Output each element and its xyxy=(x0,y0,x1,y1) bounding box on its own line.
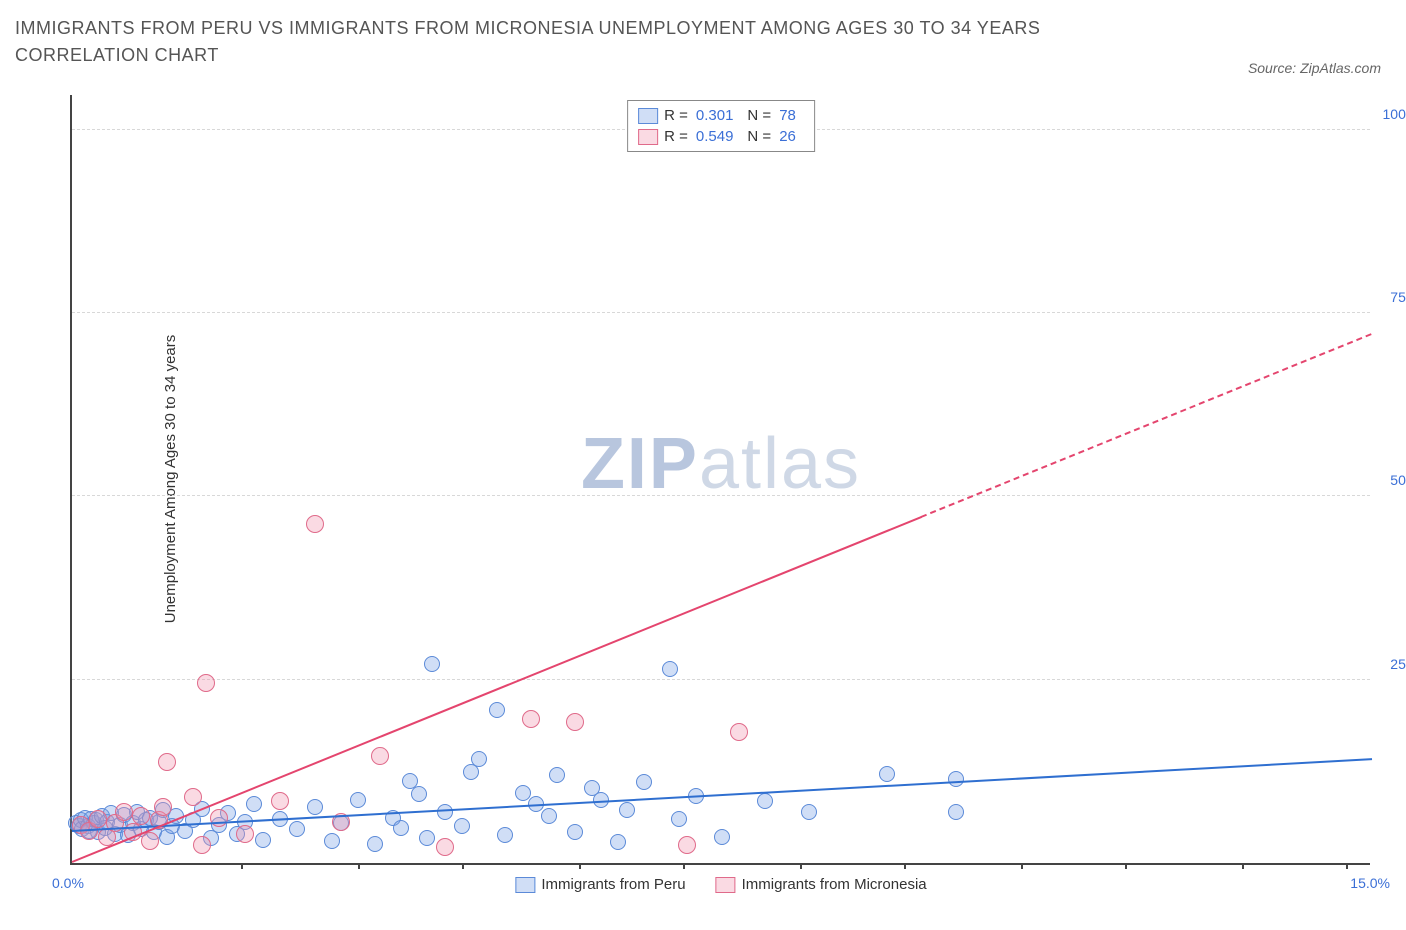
data-point xyxy=(549,767,565,783)
data-point xyxy=(115,803,133,821)
x-tick xyxy=(904,863,906,869)
x-axis-min-label: 0.0% xyxy=(52,875,84,891)
data-point xyxy=(489,702,505,718)
data-point xyxy=(678,836,696,854)
y-tick-label: 75.0% xyxy=(1375,289,1406,305)
data-point xyxy=(671,811,687,827)
data-point xyxy=(371,747,389,765)
x-tick xyxy=(579,863,581,869)
data-point xyxy=(948,804,964,820)
gridline-h xyxy=(72,495,1370,496)
data-point xyxy=(497,827,513,843)
x-tick xyxy=(683,863,685,869)
data-point xyxy=(193,836,211,854)
data-point xyxy=(948,771,964,787)
legend-swatch xyxy=(515,877,535,893)
data-point xyxy=(801,804,817,820)
series-name: Immigrants from Micronesia xyxy=(742,876,927,893)
chart-container: IMMIGRANTS FROM PERU VS IMMIGRANTS FROM … xyxy=(15,15,1391,915)
trend-line xyxy=(921,333,1372,518)
data-point xyxy=(515,785,531,801)
data-point xyxy=(236,825,254,843)
y-tick-label: 100.0% xyxy=(1375,106,1406,122)
watermark: ZIPatlas xyxy=(581,423,861,505)
trend-line xyxy=(72,516,922,863)
data-point xyxy=(324,833,340,849)
y-tick-label: 25.0% xyxy=(1375,656,1406,672)
data-point xyxy=(662,661,678,677)
data-point xyxy=(879,766,895,782)
data-point xyxy=(271,792,289,810)
y-tick-label: 50.0% xyxy=(1375,472,1406,488)
data-point xyxy=(141,832,159,850)
data-point xyxy=(367,836,383,852)
data-point xyxy=(541,808,557,824)
x-tick xyxy=(1346,863,1348,869)
data-point xyxy=(636,774,652,790)
x-tick xyxy=(462,863,464,869)
data-point xyxy=(610,834,626,850)
stats-legend: R = 0.301N = 78R = 0.549N = 26 xyxy=(627,100,815,152)
x-tick xyxy=(1125,863,1127,869)
data-point xyxy=(158,753,176,771)
x-tick xyxy=(358,863,360,869)
data-point xyxy=(757,793,773,809)
y-axis-label: Unemployment Among Ages 30 to 34 years xyxy=(162,335,179,624)
plot-area: ZIPatlas Unemployment Among Ages 30 to 3… xyxy=(70,95,1370,865)
data-point xyxy=(255,832,271,848)
data-point xyxy=(566,713,584,731)
data-point xyxy=(197,674,215,692)
x-tick xyxy=(1242,863,1244,869)
gridline-h xyxy=(72,679,1370,680)
data-point xyxy=(289,821,305,837)
data-point xyxy=(619,802,635,818)
x-axis-max-label: 15.0% xyxy=(1350,875,1390,891)
data-point xyxy=(522,710,540,728)
data-point xyxy=(471,751,487,767)
stats-legend-row: R = 0.301N = 78 xyxy=(638,105,804,126)
trend-line xyxy=(72,758,1372,832)
data-point xyxy=(730,723,748,741)
data-point xyxy=(714,829,730,845)
data-point xyxy=(436,838,454,856)
data-point xyxy=(307,799,323,815)
gridline-h xyxy=(72,312,1370,313)
data-point xyxy=(454,818,470,834)
x-tick xyxy=(1021,863,1023,869)
x-tick xyxy=(241,863,243,869)
legend-swatch xyxy=(716,877,736,893)
data-point xyxy=(419,830,435,846)
data-point xyxy=(306,515,324,533)
data-point xyxy=(246,796,262,812)
legend-swatch xyxy=(638,108,658,124)
series-legend-row: Immigrants from Peru xyxy=(515,876,685,893)
data-point xyxy=(567,824,583,840)
data-point xyxy=(393,820,409,836)
x-tick xyxy=(800,863,802,869)
data-point xyxy=(350,792,366,808)
data-point xyxy=(411,786,427,802)
data-point xyxy=(184,788,202,806)
data-point xyxy=(132,807,150,825)
series-legend: Immigrants from Peru Immigrants from Micr… xyxy=(515,876,926,893)
data-point xyxy=(424,656,440,672)
chart-title: IMMIGRANTS FROM PERU VS IMMIGRANTS FROM … xyxy=(15,15,1115,69)
source-attribution: Source: ZipAtlas.com xyxy=(1248,60,1381,76)
series-legend-row: Immigrants from Micronesia xyxy=(716,876,927,893)
data-point xyxy=(154,798,172,816)
series-name: Immigrants from Peru xyxy=(541,876,685,893)
legend-swatch xyxy=(638,129,658,145)
stats-legend-row: R = 0.549N = 26 xyxy=(638,126,804,147)
data-point xyxy=(89,810,107,828)
